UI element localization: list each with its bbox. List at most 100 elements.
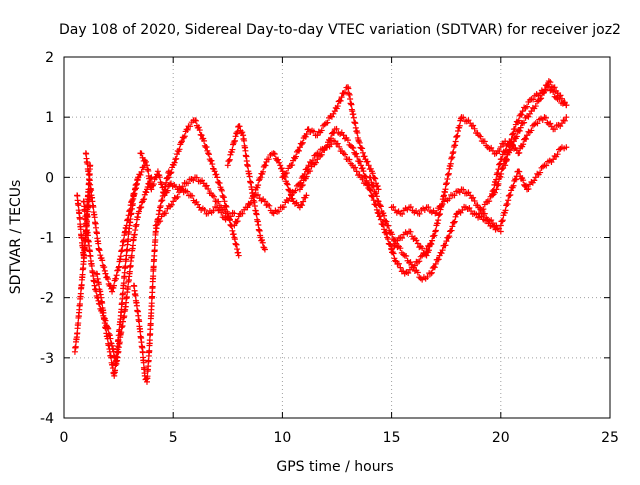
data-point [184, 188, 191, 195]
data-point [97, 252, 104, 259]
data-point [220, 194, 227, 201]
grid-lines [64, 57, 610, 418]
series-sat-track-21 [502, 83, 570, 169]
data-point [223, 203, 230, 210]
data-point [78, 281, 85, 288]
data-point [137, 204, 144, 211]
data-point [349, 144, 356, 151]
data-point [131, 190, 138, 197]
data-point [353, 150, 360, 157]
data-point [523, 135, 530, 142]
data-point [431, 264, 438, 271]
data-point [369, 170, 376, 177]
data-point [128, 252, 135, 259]
data-point [84, 201, 91, 208]
data-point [292, 187, 299, 194]
data-point [431, 232, 438, 239]
data-point [299, 202, 306, 209]
data-point [460, 114, 467, 121]
data-point [334, 140, 341, 147]
data-point [79, 271, 86, 278]
data-point [137, 328, 144, 335]
data-point [147, 178, 154, 185]
data-point [390, 203, 397, 210]
data-point [88, 187, 95, 194]
data-point [104, 276, 111, 283]
data-point [428, 241, 435, 248]
data-point [133, 180, 140, 187]
data-point [129, 197, 136, 204]
data-point [133, 221, 140, 228]
data-point [435, 256, 442, 263]
data-point [449, 223, 456, 230]
data-point [147, 320, 154, 327]
data-point [192, 117, 199, 124]
data-point [423, 252, 430, 259]
data-point [392, 242, 399, 249]
data-point [432, 260, 439, 267]
x-tick-label: 10 [273, 430, 291, 446]
data-point [493, 176, 500, 183]
data-point [299, 182, 306, 189]
y-tick-label: -1 [40, 231, 54, 247]
data-point [102, 270, 109, 277]
data-point [95, 281, 102, 288]
data-point [563, 114, 570, 121]
data-point [340, 132, 347, 139]
series-sat-track-10 [224, 123, 268, 253]
data-point [364, 158, 371, 165]
data-point [367, 174, 374, 181]
data-point [523, 182, 530, 189]
series-sat-track-19 [489, 114, 570, 199]
data-point [524, 132, 531, 139]
data-point [397, 264, 404, 271]
data-point [333, 125, 340, 132]
series-sat-track-9 [165, 117, 242, 259]
data-point [214, 174, 221, 181]
data-point [563, 102, 570, 109]
data-point [456, 122, 463, 129]
data-point [192, 117, 199, 124]
data-point [520, 177, 527, 184]
data-point [137, 171, 144, 178]
data-points [71, 78, 570, 385]
data-point [505, 197, 512, 204]
x-tick-label: 20 [492, 430, 510, 446]
data-point [261, 246, 268, 253]
data-point [264, 201, 271, 208]
data-point [226, 217, 233, 224]
data-point [315, 128, 322, 135]
data-point [557, 92, 564, 99]
data-point [171, 159, 178, 166]
data-point [414, 240, 421, 247]
y-tick-label: 0 [45, 170, 54, 186]
data-point [196, 127, 203, 134]
data-point [244, 204, 251, 211]
data-point [96, 247, 103, 254]
data-point [257, 174, 264, 181]
data-point [164, 187, 171, 194]
data-point [224, 210, 231, 217]
data-point [395, 260, 402, 267]
data-point [265, 156, 272, 163]
data-point [116, 326, 123, 333]
data-point [327, 135, 334, 142]
data-point [399, 235, 406, 242]
data-point [283, 180, 290, 187]
data-point [560, 117, 567, 124]
data-point [229, 146, 236, 153]
data-point [270, 150, 277, 157]
data-point [143, 189, 150, 196]
data-point [152, 237, 159, 244]
data-point [128, 198, 135, 205]
data-point [380, 210, 387, 217]
data-point [288, 192, 295, 199]
data-point [157, 218, 164, 225]
data-point [215, 198, 222, 205]
series-sat-track-17 [388, 114, 509, 259]
data-point [203, 144, 210, 151]
data-point [496, 148, 503, 155]
data-point [498, 170, 505, 177]
data-point [84, 160, 91, 167]
data-point [502, 207, 509, 214]
